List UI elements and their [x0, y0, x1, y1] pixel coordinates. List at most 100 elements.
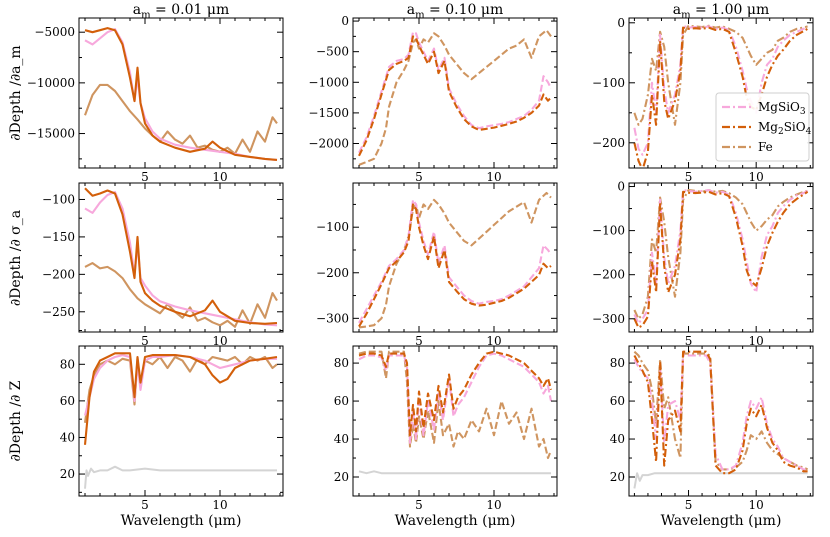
- series-line-mg2sio4: [84, 27, 278, 161]
- y-tick-label: −1000: [308, 75, 349, 89]
- x-tick-label: 5: [415, 170, 423, 184]
- x-tick-label: 5: [685, 334, 693, 348]
- panel-series: [358, 29, 552, 166]
- y-tick-label: −150: [42, 230, 75, 244]
- series-line-fe: [84, 83, 278, 155]
- column-title: am = 0.10 μm: [407, 2, 503, 21]
- series-line-mgsio3: [358, 31, 552, 154]
- series-line-mg2sio4: [358, 35, 552, 157]
- series-line-fe: [633, 24, 808, 126]
- legend-label: Fe: [758, 140, 773, 154]
- panel-r2-c0: 5 10 20 40 60 80: [60, 345, 284, 512]
- panel-series: [84, 27, 278, 161]
- y-tick-label: −10000: [27, 76, 75, 90]
- series-line-mg2sio4: [358, 350, 553, 437]
- x-tick-label: 5: [141, 498, 149, 512]
- y-tick-label: 80: [334, 356, 349, 370]
- x-tick-label: 5: [141, 170, 149, 184]
- y-tick-label: −2000: [308, 137, 349, 151]
- column-title: am = 1.00 μm: [673, 2, 769, 21]
- y-tick-label: 20: [60, 467, 75, 481]
- y-tick-label: 40: [60, 430, 75, 444]
- panel-frame: [78, 182, 284, 333]
- x-tick-label: 5: [685, 498, 693, 512]
- panel-frame: [628, 17, 814, 169]
- panel-frame: [352, 182, 558, 333]
- y-tick-label: 20: [610, 470, 625, 484]
- series-line-mgsio3: [358, 352, 553, 444]
- panel-series: [633, 24, 809, 168]
- series-line-mgsio3: [358, 198, 552, 324]
- panel-series: [84, 187, 278, 328]
- panel-r2-c2: 5 10 20 40 60 80: [610, 345, 814, 512]
- y-tick-label: −200: [316, 266, 349, 280]
- y-tick-label: −500: [316, 45, 349, 59]
- series-line-mg2sio4: [84, 187, 278, 325]
- series-line-fe: [358, 29, 552, 166]
- y-tick-label: 80: [610, 356, 625, 370]
- x-tick-label: 10: [749, 170, 764, 184]
- panel-series: [633, 189, 809, 329]
- column-title: am = 0.01 μm: [133, 2, 229, 21]
- y-tick-label: −200: [592, 136, 625, 150]
- x-tick-label: 10: [212, 334, 227, 348]
- x-axis-label: Wavelength (μm): [661, 513, 782, 529]
- panel-frame: [78, 17, 284, 169]
- series-line-fe: [83, 355, 278, 423]
- y-tick-label: 60: [334, 394, 349, 408]
- y-tick-label: −250: [42, 305, 75, 319]
- x-tick-label: 5: [685, 170, 693, 184]
- y-tick-label: −200: [592, 268, 625, 282]
- y-tick-label: 20: [334, 470, 349, 484]
- x-tick-label: 10: [486, 170, 501, 184]
- panel-series: [633, 350, 809, 489]
- x-tick-label: 10: [212, 498, 227, 512]
- y-axis-label: ∂Depth /∂ σ_a: [8, 210, 24, 306]
- y-tick-label: 0: [341, 14, 349, 28]
- y-tick-label: −100: [592, 224, 625, 238]
- y-tick-label: 80: [60, 357, 75, 371]
- y-tick-label: 40: [334, 432, 349, 446]
- y-tick-label: −300: [316, 311, 349, 325]
- panel-r1-c1: 5 10 −100 −200 −300: [316, 182, 558, 348]
- y-axis-label: ∂Depth /∂a_m: [8, 45, 24, 140]
- series-line-mg2sio4: [633, 190, 809, 329]
- x-tick-label: 10: [486, 498, 501, 512]
- y-tick-label: 60: [610, 394, 625, 408]
- series-line-fe: [358, 191, 552, 329]
- legend-label: MgSiO3: [758, 100, 806, 117]
- panel-r0-c0: 5 10 −5000 −10000 −15000: [27, 17, 284, 184]
- x-tick-label: 10: [486, 334, 501, 348]
- y-tick-label: −5000: [34, 25, 75, 39]
- y-tick-label: 40: [610, 432, 625, 446]
- panel-r1-c0: 5 10 −100 −150 −200 −250: [42, 182, 284, 348]
- x-tick-label: 10: [749, 498, 764, 512]
- series-line-mg2sio4: [83, 352, 278, 445]
- series-line-mg2sio4: [358, 203, 552, 328]
- x-tick-label: 5: [415, 498, 423, 512]
- series-line-fe: [84, 262, 278, 328]
- y-tick-label: −300: [592, 312, 625, 326]
- y-tick-label: 0: [617, 16, 625, 30]
- panel-frame: [352, 345, 558, 497]
- x-axis-label: Wavelength (μm): [121, 513, 242, 529]
- panel-r0-c2: 5 10 0 −100 −200: [592, 16, 814, 184]
- panel-series: [358, 191, 552, 329]
- panel-r2-c1: 5 10 20 40 60 80: [334, 345, 558, 512]
- y-tick-label: −100: [316, 220, 349, 234]
- x-tick-label: 5: [141, 334, 149, 348]
- panel-frame: [352, 17, 558, 169]
- series-line-fe: [358, 350, 552, 460]
- series-line-mgsio3: [84, 28, 278, 161]
- legend-label: Mg2SiO4: [758, 120, 812, 137]
- series-line-baseline: [358, 470, 551, 475]
- series-line-mgsio3: [633, 24, 808, 156]
- y-tick-label: −200: [42, 267, 75, 281]
- legend: MgSiO3 Mg2SiO4 Fe: [715, 92, 812, 162]
- panel-frame: [628, 182, 814, 333]
- y-tick-label: −100: [42, 192, 75, 206]
- y-tick-label: −1500: [308, 106, 349, 120]
- panel-r0-c1: 5 10 0 −500 −1000 −1500 −2000: [308, 14, 558, 184]
- panel-frame: [628, 345, 814, 497]
- y-tick-label: 60: [60, 394, 75, 408]
